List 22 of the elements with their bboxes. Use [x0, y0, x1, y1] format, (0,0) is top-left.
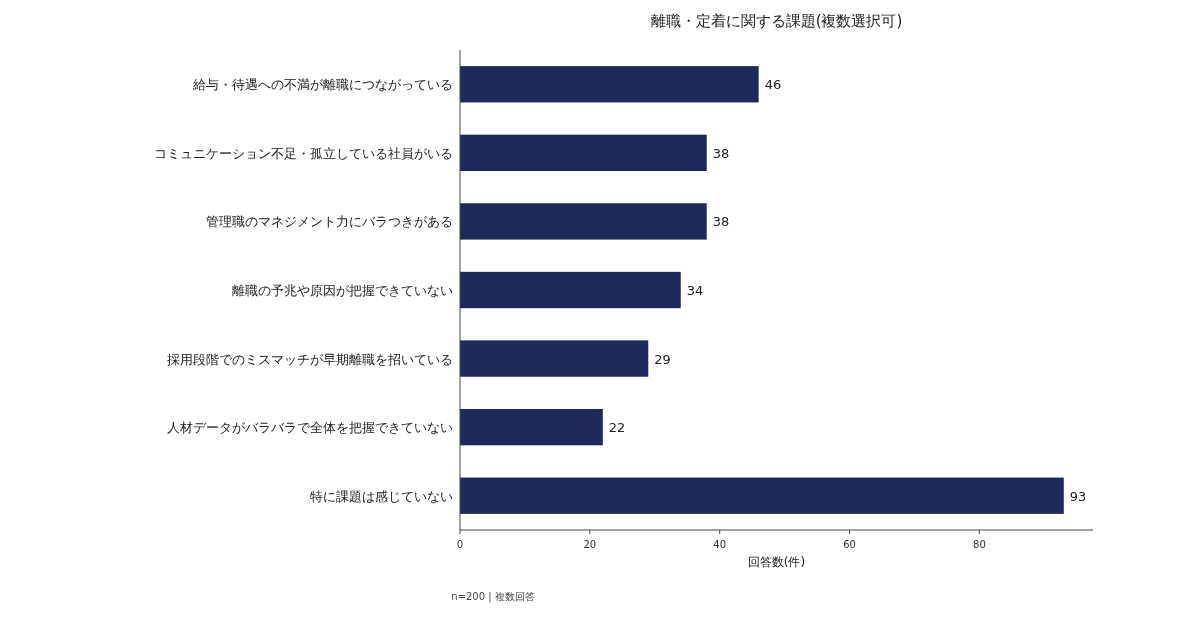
y-tick-label: 管理職のマネジメント力にバラつきがある [206, 214, 453, 230]
data-label: 22 [608, 420, 626, 436]
y-tick-label: コミュニケーション不足・孤立している社員がいる [154, 145, 453, 161]
y-tick-label: 採用段階でのミスマッチが早期離職を招いている [167, 351, 453, 367]
y-tick-label: 人材データがバラバラで全体を把握できていない [167, 420, 453, 436]
data-label: 38 [712, 214, 730, 230]
data-label: 38 [712, 145, 730, 161]
text: n=200 | 複数回答 [451, 591, 535, 603]
data-label: 93 [1069, 488, 1087, 504]
x-tick-label: 20 [583, 539, 597, 550]
data-label: 29 [654, 351, 671, 367]
x-tick-label: 40 [713, 539, 727, 550]
chart-title: 離職・定着に関する課題(複数選択可) [650, 12, 903, 30]
x-tick-label: 80 [973, 539, 986, 550]
y-tick-label: 特に課題は感じていない [310, 488, 453, 504]
data-label: 34 [686, 283, 704, 298]
x-axis-title: 回答数(件) [747, 555, 806, 569]
y-tick-label: 離職の予兆や原因が把握できていない [232, 283, 453, 298]
data-label: 46 [764, 77, 782, 93]
x-tick-label: 0 [456, 539, 464, 550]
x-tick-label: 60 [843, 539, 856, 550]
y-tick-label: 給与・待遇への不満が離職につながっている [192, 77, 453, 93]
